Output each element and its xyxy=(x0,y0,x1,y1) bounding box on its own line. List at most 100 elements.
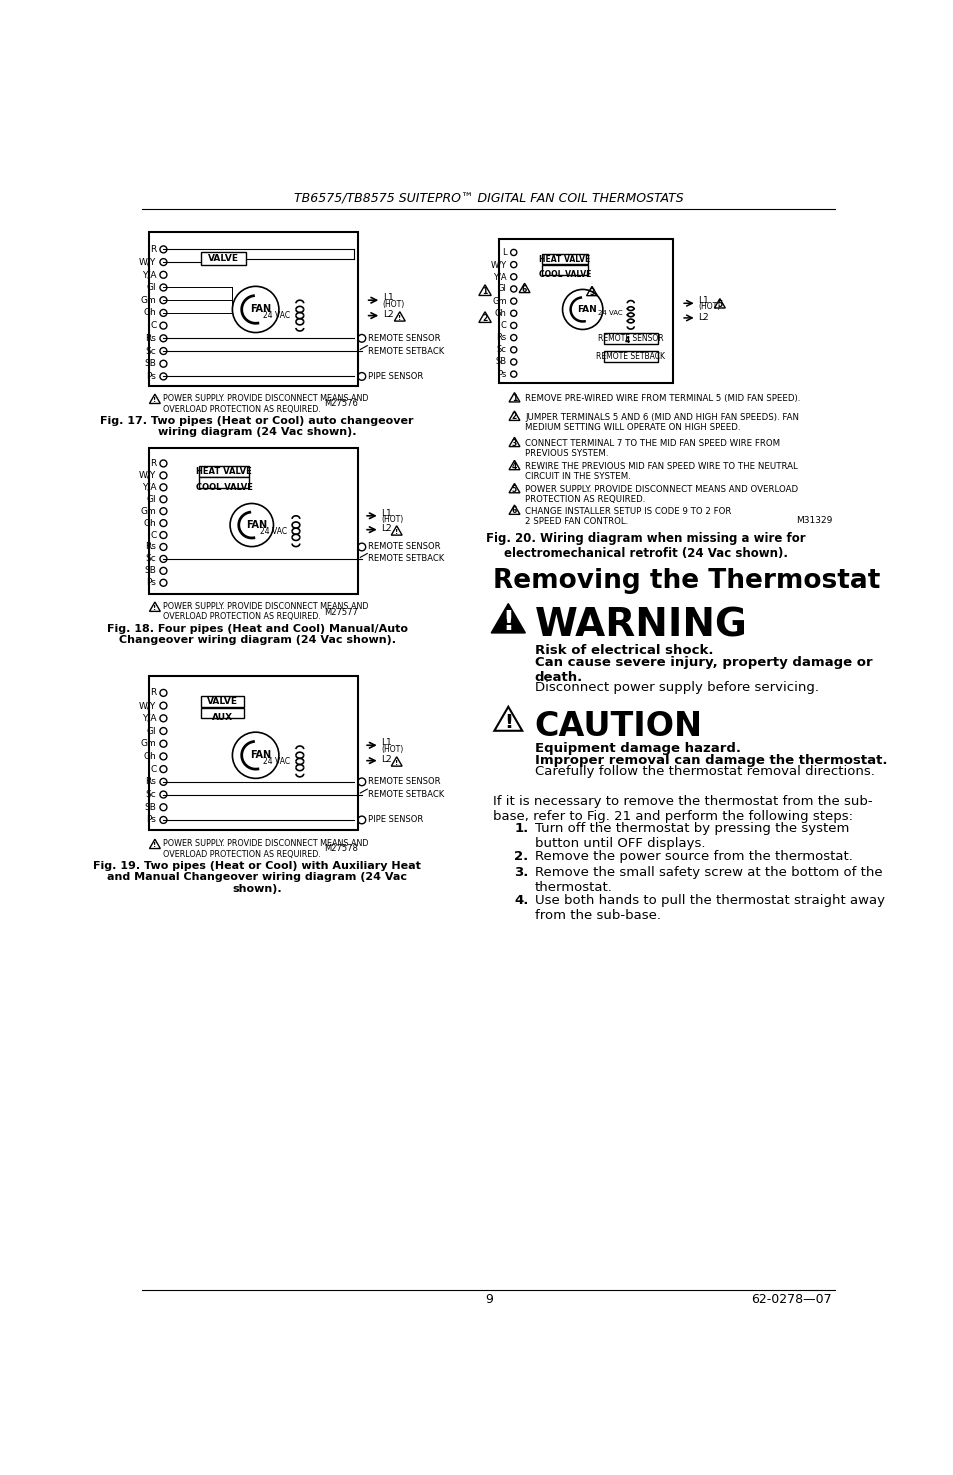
Text: 4: 4 xyxy=(623,336,629,345)
Text: Sc: Sc xyxy=(146,791,156,799)
Text: Remove the small safety screw at the bottom of the
thermostat.: Remove the small safety screw at the bot… xyxy=(534,866,882,894)
Text: REMOTE SETBACK: REMOTE SETBACK xyxy=(368,555,444,563)
Text: SB: SB xyxy=(145,566,156,575)
Text: WARNING: WARNING xyxy=(534,606,747,645)
Text: Rs: Rs xyxy=(146,333,156,342)
Text: POWER SUPPLY. PROVIDE DISCONNECT MEANS AND
OVERLOAD PROTECTION AS REQUIRED.: POWER SUPPLY. PROVIDE DISCONNECT MEANS A… xyxy=(162,394,368,413)
Text: 2.: 2. xyxy=(514,850,528,863)
Text: W/Y: W/Y xyxy=(139,701,156,709)
Text: REMOTE SENSOR: REMOTE SENSOR xyxy=(368,333,440,342)
Text: Fig. 20. Wiring diagram when missing a wire for
electromechanical retrofit (24 V: Fig. 20. Wiring diagram when missing a w… xyxy=(486,532,805,560)
Text: 5: 5 xyxy=(512,485,517,494)
Text: COOL VALVE: COOL VALVE xyxy=(538,270,591,279)
Text: L2: L2 xyxy=(381,755,392,764)
Text: Equipment damage hazard.: Equipment damage hazard. xyxy=(534,742,740,755)
Text: Removing the Thermostat: Removing the Thermostat xyxy=(493,568,880,594)
Text: If it is necessary to remove the thermostat from the sub-
base, refer to Fig. 21: If it is necessary to remove the thermos… xyxy=(493,795,871,823)
Text: 24 VAC: 24 VAC xyxy=(259,527,286,535)
Text: Gm: Gm xyxy=(140,295,156,305)
Bar xyxy=(149,676,357,830)
Text: TB6575/TB8575 SUITEPRO™ DIGITAL FAN COIL THERMOSTATS: TB6575/TB8575 SUITEPRO™ DIGITAL FAN COIL… xyxy=(294,192,683,205)
Text: 24 VAC: 24 VAC xyxy=(598,310,622,316)
Text: 24 VAC: 24 VAC xyxy=(263,311,291,320)
Text: 5: 5 xyxy=(717,299,721,308)
Text: VALVE: VALVE xyxy=(207,696,238,707)
Text: Improper removal can damage the thermostat.: Improper removal can damage the thermost… xyxy=(534,754,886,767)
Text: Gh: Gh xyxy=(144,752,156,761)
Text: L1: L1 xyxy=(698,296,708,305)
Bar xyxy=(149,448,357,594)
Text: Fig. 17. Two pipes (Heat or Cool) auto changeover
wiring diagram (24 Vac shown).: Fig. 17. Two pipes (Heat or Cool) auto c… xyxy=(100,416,414,437)
Text: C: C xyxy=(500,322,506,330)
Text: (HOT): (HOT) xyxy=(381,745,403,754)
Bar xyxy=(541,266,587,274)
Text: REMOTE SENSOR: REMOTE SENSOR xyxy=(598,333,663,342)
Text: Gl: Gl xyxy=(497,285,506,294)
Text: PIPE SENSOR: PIPE SENSOR xyxy=(368,372,423,381)
Text: PIPE SENSOR: PIPE SENSOR xyxy=(368,816,423,825)
Text: FAN: FAN xyxy=(577,305,596,314)
Text: C: C xyxy=(150,531,156,540)
Text: 6: 6 xyxy=(512,506,517,515)
Bar xyxy=(541,254,587,264)
Text: R: R xyxy=(150,459,156,468)
Text: CAUTION: CAUTION xyxy=(534,709,702,743)
Text: Ps: Ps xyxy=(497,370,506,379)
Text: Can cause severe injury, property damage or
death.: Can cause severe injury, property damage… xyxy=(534,656,871,684)
Text: Rs: Rs xyxy=(146,543,156,552)
Bar xyxy=(201,252,246,266)
Text: Risk of electrical shock.: Risk of electrical shock. xyxy=(534,643,713,656)
Text: Fig. 19. Two pipes (Heat or Cool) with Auxiliary Heat
and Manual Changeover wiri: Fig. 19. Two pipes (Heat or Cool) with A… xyxy=(93,861,420,894)
Text: 24 VAC: 24 VAC xyxy=(263,757,291,766)
Text: Y/A: Y/A xyxy=(142,482,156,491)
Text: !: ! xyxy=(397,314,401,320)
Text: Ps: Ps xyxy=(147,372,156,381)
Text: R: R xyxy=(150,245,156,254)
Text: Sc: Sc xyxy=(146,347,156,355)
Text: !: ! xyxy=(153,842,156,848)
Text: R: R xyxy=(150,689,156,698)
Bar xyxy=(199,478,249,488)
Text: !: ! xyxy=(395,760,397,766)
Bar xyxy=(603,333,658,344)
Text: 6: 6 xyxy=(521,285,527,294)
Text: CHANGE INSTALLER SETUP IS CODE 9 TO 2 FOR
2 SPEED FAN CONTROL.: CHANGE INSTALLER SETUP IS CODE 9 TO 2 FO… xyxy=(525,506,731,527)
Text: Fig. 18. Four pipes (Heat and Cool) Manual/Auto
Changeover wiring diagram (24 Va: Fig. 18. Four pipes (Heat and Cool) Manu… xyxy=(107,624,407,645)
Text: Rs: Rs xyxy=(496,333,506,342)
Text: POWER SUPPLY. PROVIDE DISCONNECT MEANS AND OVERLOAD
PROTECTION AS REQUIRED.: POWER SUPPLY. PROVIDE DISCONNECT MEANS A… xyxy=(525,485,798,504)
Text: 3: 3 xyxy=(512,438,517,447)
Bar xyxy=(603,351,658,361)
Text: REMOTE SENSOR: REMOTE SENSOR xyxy=(368,543,440,552)
Text: Gh: Gh xyxy=(495,308,506,317)
Text: Sc: Sc xyxy=(497,345,506,354)
Text: Y/A: Y/A xyxy=(142,270,156,279)
Text: Y/A: Y/A xyxy=(493,273,506,282)
Text: M27577: M27577 xyxy=(324,608,357,617)
Text: M27576: M27576 xyxy=(324,398,357,409)
Text: POWER SUPPLY. PROVIDE DISCONNECT MEANS AND
OVERLOAD PROTECTION AS REQUIRED.: POWER SUPPLY. PROVIDE DISCONNECT MEANS A… xyxy=(162,839,368,858)
Text: L: L xyxy=(501,248,506,257)
Text: REMOTE SETBACK: REMOTE SETBACK xyxy=(596,353,664,361)
Text: HEAT VALVE: HEAT VALVE xyxy=(196,466,252,475)
Text: FAN: FAN xyxy=(250,304,271,314)
Bar xyxy=(201,708,244,718)
Text: L1: L1 xyxy=(382,294,393,302)
Text: SB: SB xyxy=(145,360,156,369)
Text: (HOT): (HOT) xyxy=(381,515,403,524)
Text: L1: L1 xyxy=(381,739,392,748)
Text: REMOTE SENSOR: REMOTE SENSOR xyxy=(368,777,440,786)
Text: Gm: Gm xyxy=(492,296,506,305)
Text: Gm: Gm xyxy=(140,507,156,516)
Text: 1.: 1. xyxy=(514,822,528,835)
Bar xyxy=(201,696,244,707)
Text: (HOT): (HOT) xyxy=(382,299,405,308)
Text: (HOT): (HOT) xyxy=(698,302,720,311)
Text: FAN: FAN xyxy=(246,521,267,530)
Text: REWIRE THE PREVIOUS MID FAN SPEED WIRE TO THE NEUTRAL
CIRCUIT IN THE SYSTEM.: REWIRE THE PREVIOUS MID FAN SPEED WIRE T… xyxy=(525,462,798,481)
Text: Use both hands to pull the thermostat straight away
from the sub-base.: Use both hands to pull the thermostat st… xyxy=(534,894,883,922)
Text: M27578: M27578 xyxy=(324,844,357,853)
Text: Sc: Sc xyxy=(146,555,156,563)
Bar xyxy=(498,239,673,384)
Text: REMOVE PRE-WIRED WIRE FROM TERMINAL 5 (MID FAN SPEED).: REMOVE PRE-WIRED WIRE FROM TERMINAL 5 (M… xyxy=(525,394,800,403)
Text: HEAT VALVE: HEAT VALVE xyxy=(538,255,590,264)
